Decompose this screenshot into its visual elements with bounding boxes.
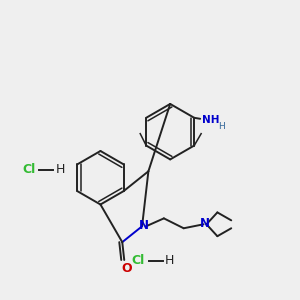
Text: H: H [219,122,225,131]
Text: O: O [121,262,131,275]
Text: H: H [56,163,65,176]
Text: Cl: Cl [131,254,145,268]
Text: NH: NH [202,115,220,125]
Text: N: N [200,217,209,230]
Text: Cl: Cl [22,163,36,176]
Text: H: H [165,254,175,268]
Text: N: N [139,219,149,232]
